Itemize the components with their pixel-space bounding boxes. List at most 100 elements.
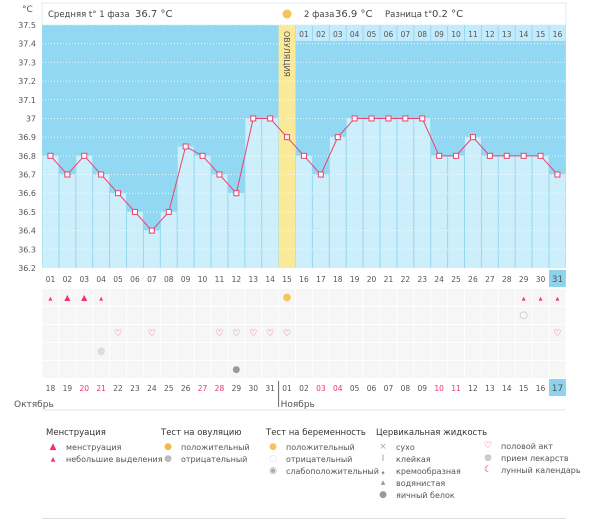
event-cell [194, 343, 211, 360]
event-cell [397, 289, 414, 306]
ovulation-test-positive-icon: ● [283, 292, 292, 303]
phase2-day-cell [329, 25, 346, 41]
event-cell [279, 325, 295, 342]
event-cell [498, 343, 515, 360]
event-cell [76, 307, 93, 324]
date-label: 05 [350, 384, 360, 393]
event-cell [329, 343, 346, 360]
phase2-day-cell [431, 25, 448, 41]
y-tick-label: 36.6 [18, 189, 36, 198]
heart-icon: ♡ [553, 329, 561, 339]
legend-item: слабоположительный [286, 466, 379, 476]
ovulation-column [278, 25, 296, 268]
cycle-day-label: 18 [333, 275, 343, 284]
y-tick-label: 36.8 [18, 152, 36, 161]
legend-pregnancy-test: Тест на беременность ● положительный ○ отр… [266, 428, 379, 477]
temperature-point [453, 152, 460, 159]
event-cell [380, 325, 397, 342]
temperature-bar [93, 174, 110, 268]
cycle-day-label: 25 [451, 275, 461, 284]
event-cell [346, 343, 363, 360]
y-tick-label: 37.4 [18, 40, 36, 49]
ovulation-positive-icon: ● [164, 442, 172, 452]
temperature-point [47, 152, 54, 159]
event-cell [515, 289, 532, 306]
event-cell [498, 361, 515, 378]
y-tick-label: 36.7 [18, 171, 36, 180]
event-cell [397, 307, 414, 324]
y-tick-label: 37.3 [18, 58, 36, 67]
event-cell [245, 325, 262, 342]
event-cell [380, 289, 397, 306]
phase2-day-label: 09 [434, 30, 444, 39]
temperature-bar [143, 230, 160, 268]
event-cell [110, 289, 126, 306]
phase2-day-cell [397, 25, 414, 41]
cycle-day-label: 15 [282, 275, 292, 284]
phase2-day-label: 10 [451, 30, 461, 39]
phase2-day-cell [465, 25, 481, 41]
ovulation-negative-icon: ● [164, 454, 172, 464]
phase2-day-label: 11 [468, 30, 478, 39]
month-label: Октябрь [14, 400, 54, 410]
date-label: 25 [164, 384, 174, 393]
event-cell [329, 361, 346, 378]
sun-icon [282, 9, 292, 19]
temperature-point [334, 134, 341, 141]
phase2-day-label: 12 [485, 30, 495, 39]
heart-icon: ♡ [114, 329, 122, 339]
legend-other: ♡ половой акт ● прием лекарств ☾ лунный кал… [481, 440, 581, 476]
event-cell [346, 361, 363, 378]
date-label: 21 [96, 384, 106, 393]
event-cell [59, 307, 76, 324]
temperature-point [115, 190, 122, 197]
cycle-day-label: 12 [232, 275, 242, 284]
event-cell [380, 361, 397, 378]
phase2-day-label: 07 [401, 30, 411, 39]
event-cell [431, 289, 448, 306]
event-cell [414, 343, 431, 360]
phase2-day-cell [414, 25, 431, 41]
y-tick-label: 36.2 [18, 264, 36, 273]
legend-title: Менструация [46, 428, 106, 438]
temperature-bar [329, 137, 346, 268]
temperature-point [486, 152, 493, 159]
temperature-point [385, 115, 392, 122]
date-label: 10 [434, 384, 444, 393]
date-label: 14 [502, 384, 512, 393]
event-cell [211, 361, 228, 378]
phase2-day-cell [346, 25, 363, 41]
menstruation-icon: ▲ [81, 293, 88, 302]
event-cell [42, 361, 59, 378]
event-cell [110, 325, 126, 342]
event-cell [245, 307, 262, 324]
event-cell [194, 289, 211, 306]
event-cell [448, 325, 464, 342]
temperature-bar [177, 146, 194, 268]
event-cell [127, 289, 143, 306]
phase1-label: Средняя t° 1 фаза [48, 10, 130, 20]
event-cell [380, 343, 397, 360]
event-cell [42, 307, 59, 324]
heart-icon: ♡ [148, 329, 156, 339]
cycle-day-label: 02 [63, 275, 73, 284]
event-cell [262, 343, 279, 360]
event-cell [211, 289, 228, 306]
event-cell [515, 343, 532, 360]
event-cell [481, 361, 498, 378]
event-cell [498, 307, 515, 324]
legend-item: отрицательный [286, 454, 353, 464]
phase2-day-label: 05 [367, 30, 377, 39]
phase2-day-cell [312, 25, 329, 41]
event-cell [279, 343, 295, 360]
event-cell [177, 289, 194, 306]
event-cell [397, 325, 414, 342]
cycle-day-label: 07 [147, 275, 157, 284]
event-cell [93, 289, 110, 306]
event-cell [76, 343, 93, 360]
phase2-day-cell [549, 25, 566, 41]
date-label: 15 [519, 384, 529, 393]
event-cell [211, 325, 228, 342]
event-cell [143, 307, 160, 324]
event-cell [465, 361, 481, 378]
